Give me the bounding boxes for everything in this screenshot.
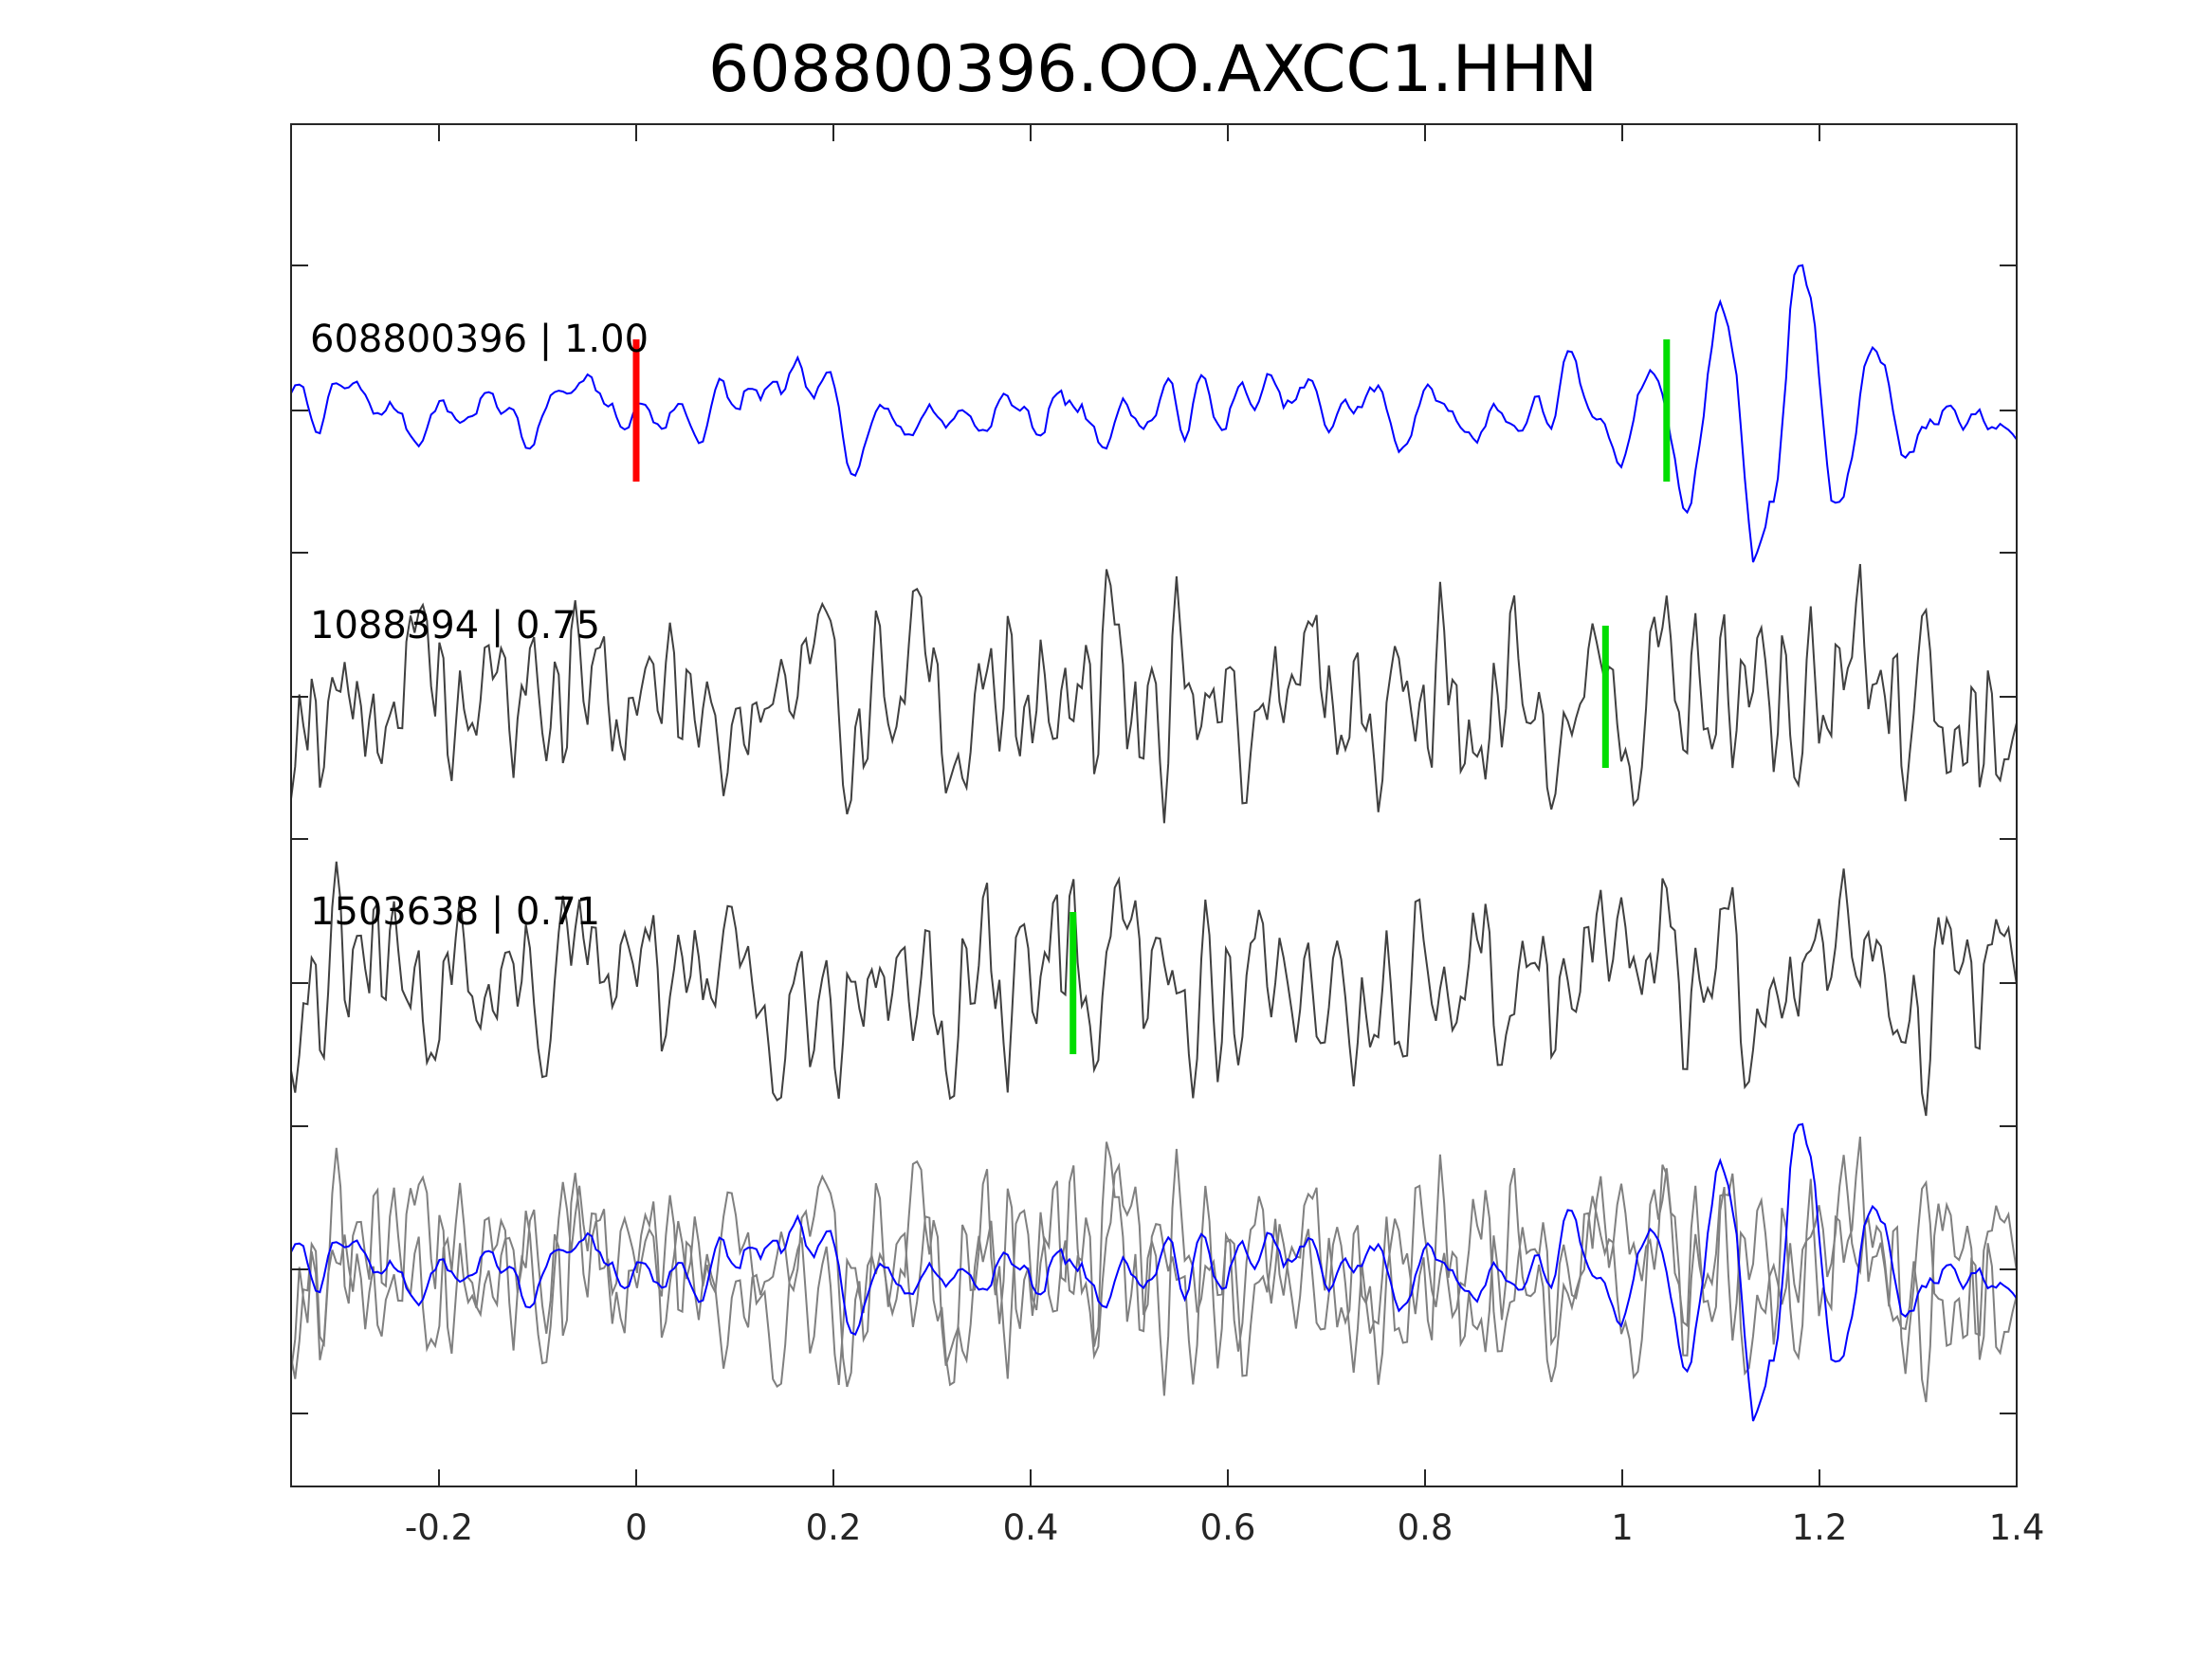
overlay-detection-trace-1	[290, 1136, 2018, 1396]
axis-ticks: -0.2 0 0.2 0.4 0.6 0.8 1 1.2 1.4	[291, 124, 2044, 1548]
x-tick-label: 0	[625, 1507, 648, 1548]
trace-2-waveform	[290, 563, 2018, 824]
overlay-template-trace	[290, 1122, 2018, 1422]
x-tick-label: 0.2	[806, 1507, 862, 1548]
chart-title: 608800396.OO.AXCC1.HHN	[708, 32, 1598, 107]
trace-1-waveform	[290, 264, 2018, 563]
trace-2-label: 1088394 | 0.75	[310, 604, 600, 647]
plot-area: 608800396 | 1.00 1088394 | 0.75 1503638 | …	[290, 264, 2018, 1422]
trace-3-label: 1503638 | 0.71	[310, 890, 600, 934]
x-tick-label: 0.4	[1003, 1507, 1059, 1548]
x-tick-label: 1.4	[1989, 1507, 2045, 1548]
axes-box	[290, 123, 2018, 1487]
x-tick-label: 1.2	[1792, 1507, 1848, 1548]
trace-1-label: 608800396 | 1.00	[310, 318, 649, 361]
x-tick-label: 0.8	[1398, 1507, 1453, 1548]
x-tick-label: -0.2	[405, 1507, 473, 1548]
trace-3-waveform	[290, 861, 2018, 1117]
x-tick-label: 1	[1611, 1507, 1634, 1548]
x-tick-label: 0.6	[1200, 1507, 1256, 1548]
